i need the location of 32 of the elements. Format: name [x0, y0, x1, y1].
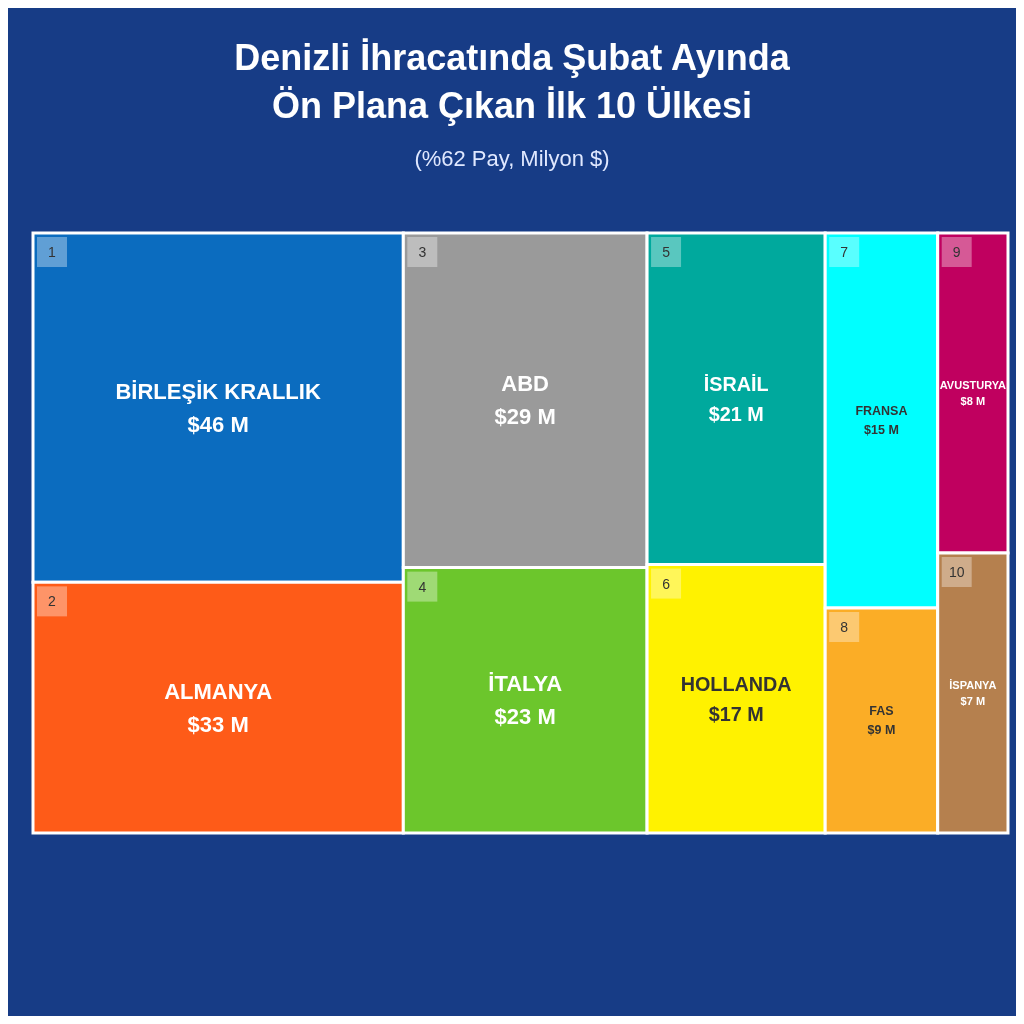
text: 6 — [662, 575, 671, 592]
text: 9 — [952, 244, 961, 260]
category-label: İSPANYA — [949, 678, 997, 691]
category-label: BİRLEŞİK KRALLIK — [115, 378, 321, 404]
text: 7 — [840, 244, 849, 260]
text: 3 — [418, 244, 427, 260]
data-label: $23 M — [494, 704, 556, 730]
text: Denizli İhracatında Şubat Ayında Ön Plana Çıkan İlk 10 Ülkesi — [234, 36, 791, 126]
data-label: $8 M — [960, 395, 986, 408]
text: 10 — [948, 564, 965, 580]
data-label: $29 M — [494, 404, 556, 430]
category-label: İSRAİL — [703, 372, 769, 395]
data-label: $7 M — [960, 695, 986, 708]
text: 2 — [48, 593, 57, 610]
text: 4 — [418, 578, 427, 595]
data-label: $46 M — [187, 411, 249, 437]
data-label: $21 M — [708, 402, 764, 425]
category-label: ABD — [501, 371, 550, 397]
category-label: ALMANYA — [164, 678, 273, 704]
data-label: $17 M — [708, 702, 764, 725]
category-label: İTALYA — [488, 671, 563, 697]
data-label: $33 M — [187, 711, 249, 737]
text: 5 — [662, 244, 671, 260]
data-label: $9 M — [867, 722, 896, 737]
text: 1 — [48, 244, 57, 260]
category-label: HOLLANDA — [680, 672, 792, 695]
category-label: AVUSTURYA — [939, 378, 1007, 391]
text: (%62 Pay, Milyon $) — [414, 145, 610, 171]
text: 8 — [840, 619, 849, 635]
category-label: FRANSA — [855, 404, 908, 419]
data-label: $15 M — [864, 422, 899, 437]
category-label: FAS — [869, 704, 894, 719]
